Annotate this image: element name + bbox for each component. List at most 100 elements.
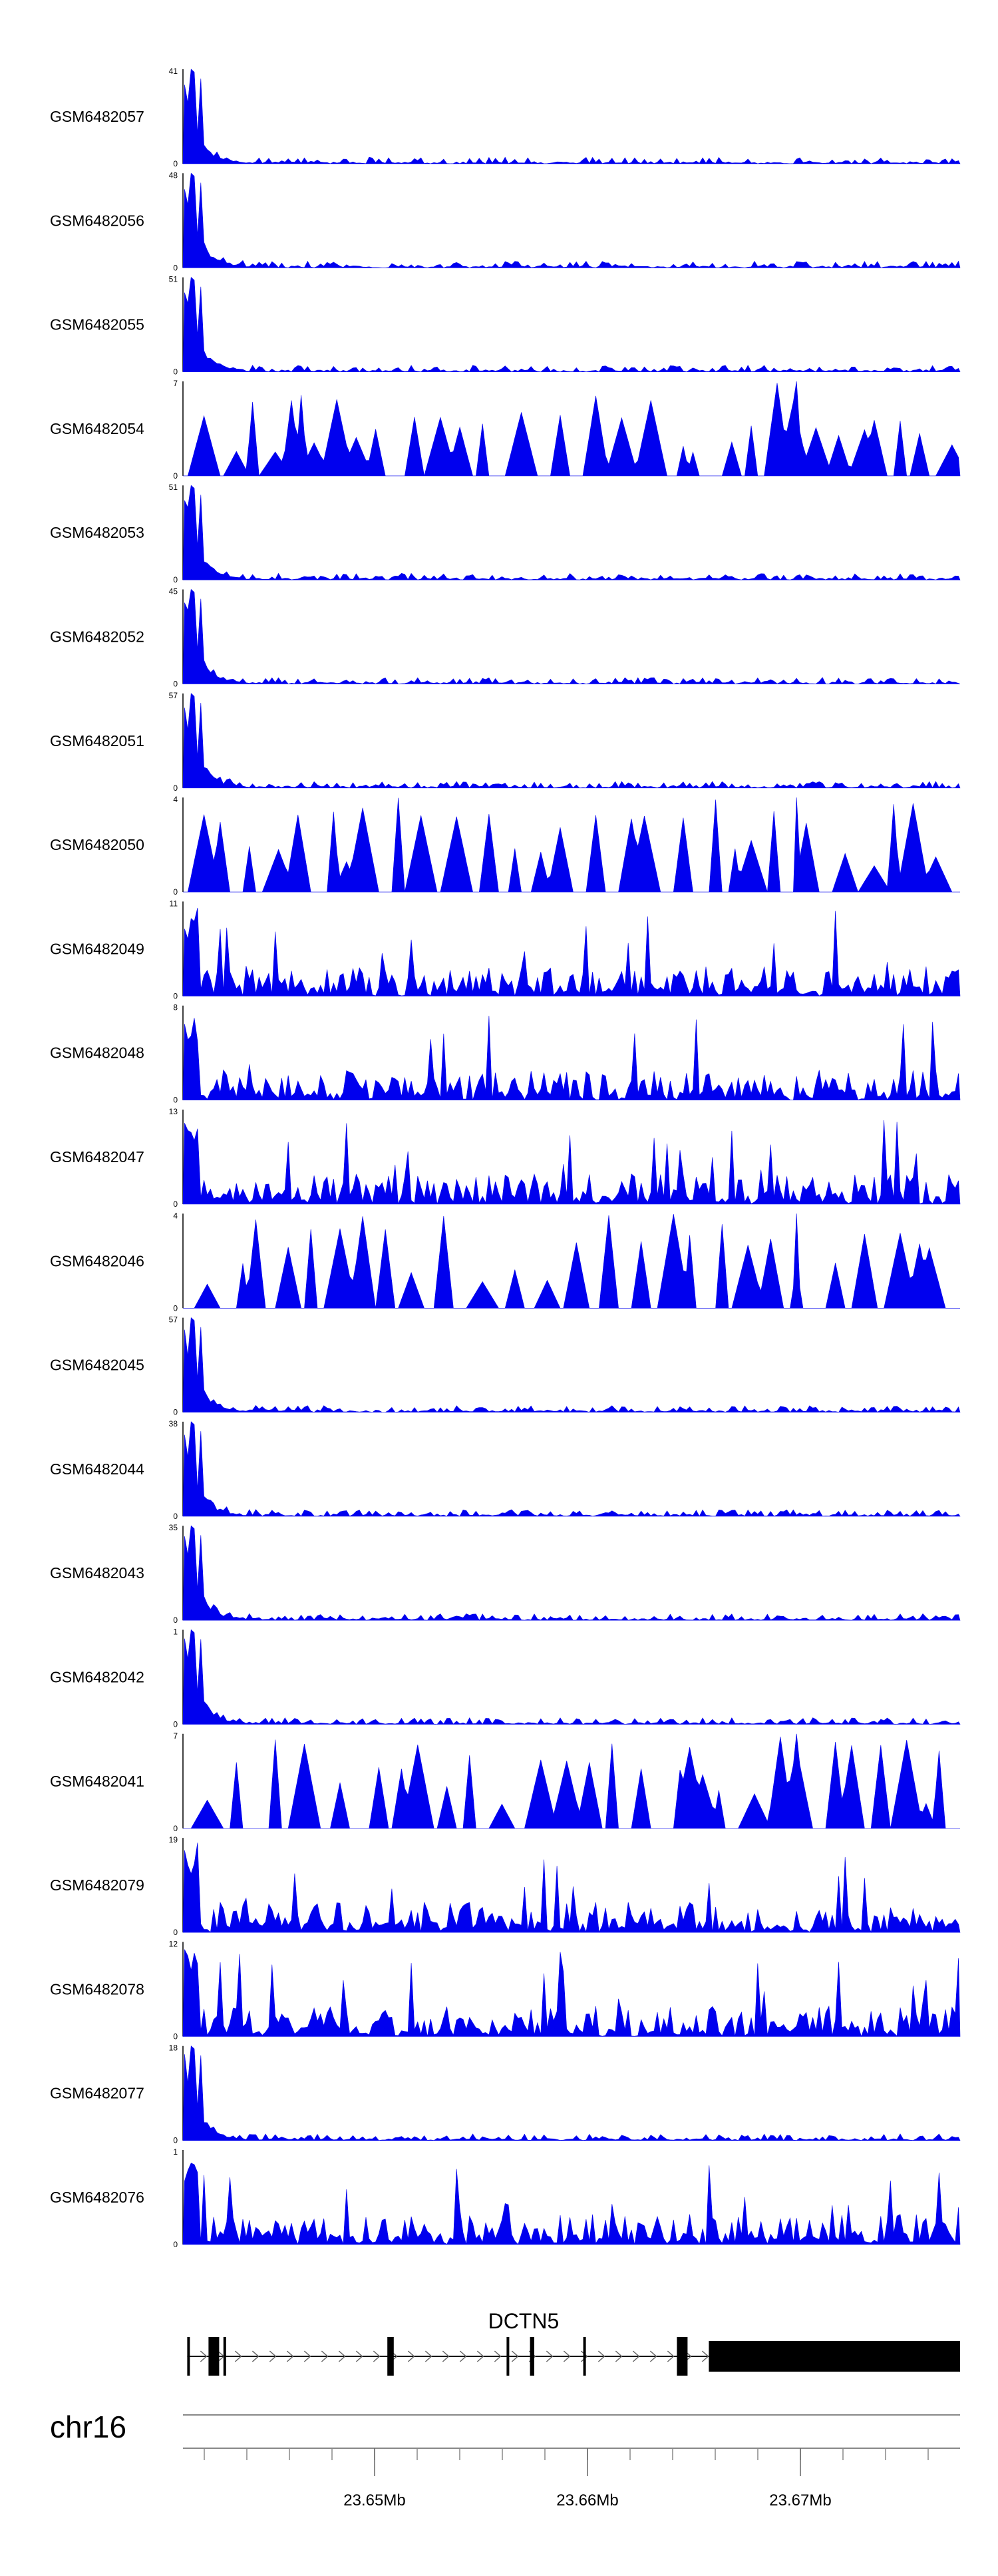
signal-area <box>182 1016 961 1100</box>
track-ymax-label: 1 <box>173 1627 178 1637</box>
track-ymax-label: 48 <box>169 170 178 180</box>
strand-arrow <box>615 2350 623 2362</box>
signal-area <box>182 276 961 372</box>
track-ymax-label: 1 <box>173 2147 178 2157</box>
track-ymax-label: 45 <box>169 587 178 596</box>
track-GSM6482057: GSM6482057 41 0 <box>50 67 961 168</box>
track-label: GSM6482046 <box>50 1252 144 1269</box>
strand-arrow <box>580 2350 588 2362</box>
track-GSM6482053: GSM6482053 51 0 <box>50 483 961 584</box>
track-GSM6482050: GSM6482050 4 0 <box>50 795 960 897</box>
track-GSM6482042: GSM6482042 1 0 <box>50 1627 961 1729</box>
track-label: GSM6482043 <box>50 1564 144 1582</box>
track-label: GSM6482078 <box>50 1980 144 1998</box>
track-label: GSM6482079 <box>50 1876 144 1894</box>
axis-tick-label: 23.67Mb <box>769 2491 831 2509</box>
track-ymin-label: 0 <box>173 1408 178 1417</box>
track-label: GSM6482057 <box>50 108 144 125</box>
strand-arrow <box>563 2350 571 2362</box>
strand-arrow <box>200 2350 208 2362</box>
strand-arrow <box>303 2350 311 2362</box>
signal-area <box>183 381 961 477</box>
strand-arrow <box>546 2350 554 2362</box>
strand-arrow <box>338 2350 346 2362</box>
signal-area <box>182 1629 961 1725</box>
signal-area <box>182 485 961 580</box>
gene-exon <box>208 2337 220 2376</box>
track-ymax-label: 11 <box>170 899 178 908</box>
gene-exon <box>530 2337 534 2376</box>
track-GSM6482045: GSM6482045 57 0 <box>50 1315 961 1417</box>
track-label: GSM6482045 <box>50 1357 144 1374</box>
signal-area <box>182 1525 961 1621</box>
track-ymin-label: 0 <box>173 1928 178 1937</box>
strand-arrow <box>597 2350 605 2362</box>
track-ymax-label: 8 <box>173 1003 178 1012</box>
track-ymax-label: 4 <box>173 1211 178 1220</box>
track-GSM6482052: GSM6482052 45 0 <box>50 587 961 689</box>
gene-exon <box>709 2341 960 2372</box>
strand-arrow <box>511 2350 519 2362</box>
signal-area <box>182 1120 961 1205</box>
track-label: GSM6482052 <box>50 628 144 646</box>
strand-arrow <box>424 2350 432 2362</box>
gene-exon <box>187 2337 190 2376</box>
signal-area <box>183 1733 960 1829</box>
strand-arrow <box>442 2350 450 2362</box>
track-GSM6482043: GSM6482043 35 0 <box>50 1523 961 1625</box>
track-ymin-label: 0 <box>173 1720 178 1729</box>
track-label: GSM6482048 <box>50 1044 144 1062</box>
track-ymax-label: 4 <box>173 795 178 804</box>
track-label: GSM6482054 <box>50 420 144 437</box>
track-ymin-label: 0 <box>173 1512 178 1521</box>
track-label: GSM6482047 <box>50 1148 144 1166</box>
track-GSM6482044: GSM6482044 38 0 <box>50 1419 961 1521</box>
track-ymax-label: 51 <box>169 483 178 492</box>
strand-arrow <box>632 2350 640 2362</box>
strand-arrow <box>286 2350 294 2362</box>
track-ymax-label: 18 <box>169 2043 178 2053</box>
track-label: GSM6482041 <box>50 1773 144 1790</box>
gene-exon <box>583 2337 586 2376</box>
track-GSM6482079: GSM6482079 19 0 <box>50 1835 961 1937</box>
signal-area <box>182 2163 961 2245</box>
track-GSM6482054: GSM6482054 7 0 <box>50 379 961 481</box>
track-label: GSM6482055 <box>50 316 144 333</box>
strand-arrow <box>234 2350 242 2362</box>
track-label: GSM6482056 <box>50 212 144 229</box>
signal-area <box>182 588 961 684</box>
track-ymin-label: 0 <box>173 471 178 481</box>
gene-label: DCTN5 <box>488 2309 560 2333</box>
track-label: GSM6482053 <box>50 524 144 541</box>
track-ymin-label: 0 <box>173 680 178 689</box>
track-ymax-label: 12 <box>169 1939 178 1948</box>
track-GSM6482078: GSM6482078 12 0 <box>50 1939 961 2041</box>
signal-area <box>182 907 961 996</box>
track-ymax-label: 7 <box>173 379 178 388</box>
gene-track: DCTN5 <box>187 2309 960 2376</box>
signal-area <box>182 693 961 789</box>
signal-area <box>182 1842 961 1933</box>
track-GSM6482046: GSM6482046 4 0 <box>50 1211 960 1313</box>
strand-arrow <box>667 2350 675 2362</box>
track-ymin-label: 0 <box>173 887 178 897</box>
track-ymin-label: 0 <box>173 1199 178 1209</box>
gene-exons <box>187 2337 960 2376</box>
track-label: GSM6482044 <box>50 1460 144 1478</box>
track-ymin-label: 0 <box>173 2136 178 2145</box>
strand-arrow <box>373 2350 381 2362</box>
track-ymax-label: 38 <box>169 1419 178 1428</box>
track-ymax-label: 13 <box>169 1107 178 1116</box>
track-label: GSM6482050 <box>50 836 144 853</box>
track-ymin-label: 0 <box>173 263 178 272</box>
track-GSM6482055: GSM6482055 51 0 <box>50 275 961 377</box>
track-ymin-label: 0 <box>173 575 178 584</box>
signal-area <box>182 172 961 268</box>
signal-area <box>183 1213 960 1309</box>
track-ymax-label: 51 <box>169 275 178 284</box>
strand-arrow <box>476 2350 484 2362</box>
signal-area <box>182 1949 961 2038</box>
track-ymin-label: 0 <box>173 1303 178 1313</box>
track-ymin-label: 0 <box>173 159 178 168</box>
strand-arrow <box>251 2350 259 2362</box>
